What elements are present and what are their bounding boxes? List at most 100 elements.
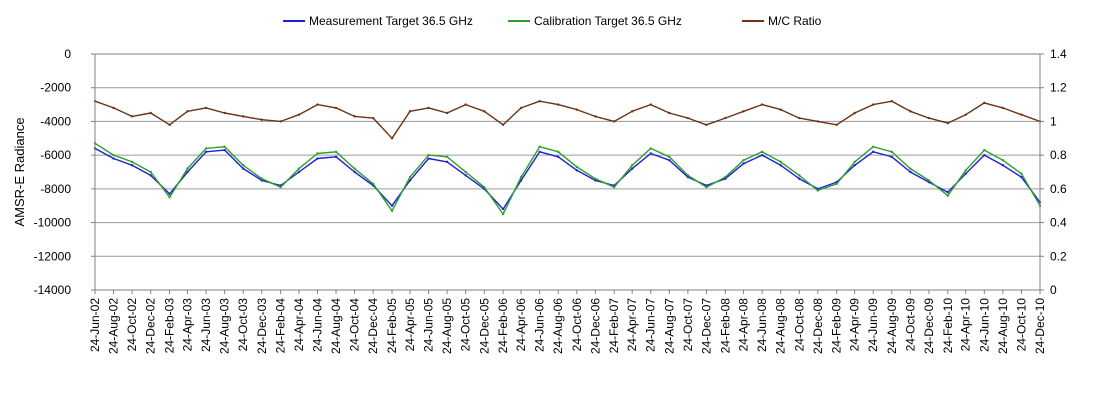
data-point — [445, 155, 449, 159]
x-tick-label: 24-Dec-10 — [1033, 298, 1047, 354]
data-point — [538, 150, 541, 153]
data-point — [260, 118, 263, 121]
data-point — [760, 150, 764, 153]
x-tick-label: 24-Apr-05 — [403, 298, 417, 352]
data-point — [427, 153, 430, 157]
series-line — [94, 100, 1041, 140]
y-tick-label: -4000 — [40, 114, 71, 128]
data-point — [798, 174, 801, 177]
data-point — [316, 157, 319, 160]
data-point — [1001, 164, 1005, 167]
data-point — [668, 155, 671, 159]
data-point — [872, 145, 875, 148]
data-point — [538, 145, 541, 148]
data-point — [408, 179, 412, 182]
data-point — [964, 169, 967, 172]
data-point — [242, 164, 245, 167]
data-point — [835, 182, 838, 185]
data-point — [353, 115, 356, 118]
x-tick-label: 24-Dec-08 — [811, 298, 825, 354]
y-axis-title: AMSR-E Radiance — [12, 117, 27, 226]
x-tick-label: 24-Aug-03 — [218, 298, 232, 354]
data-point — [279, 120, 282, 123]
data-point — [890, 100, 893, 103]
data-point — [334, 106, 338, 110]
data-point — [946, 121, 949, 125]
x-tick-label: 24-Aug-07 — [662, 298, 676, 354]
data-point — [316, 152, 319, 155]
data-point — [168, 196, 171, 199]
data-point — [112, 106, 115, 110]
data-point — [724, 175, 727, 179]
series-layer — [93, 100, 1042, 216]
data-point — [353, 167, 356, 170]
data-point — [890, 150, 893, 153]
data-point — [223, 111, 226, 115]
y-tick-label: -10000 — [34, 216, 72, 230]
data-point — [964, 172, 967, 175]
data-point — [464, 174, 467, 177]
data-point — [223, 148, 226, 152]
data-point — [909, 167, 912, 170]
data-point — [872, 103, 875, 106]
data-point — [890, 155, 893, 159]
x-tick-label: 24-Jun-10 — [977, 298, 991, 352]
data-point — [334, 155, 338, 159]
data-point — [927, 116, 931, 120]
data-point — [649, 147, 652, 150]
series-2 — [93, 100, 1042, 140]
data-point — [1020, 172, 1023, 175]
y2-tick-label: 1.4 — [1050, 47, 1067, 61]
series-line — [94, 142, 1041, 215]
x-axis: 24-Jun-02 24-Aug-02 24-Oct-02 24-Dec-02 24-F… — [88, 290, 1047, 354]
y2-tick-label: 0.2 — [1050, 249, 1067, 263]
data-point — [483, 185, 486, 189]
data-point — [427, 157, 430, 160]
x-tick-label: 24-Jun-07 — [644, 298, 658, 352]
legend-label: M/C Ratio — [768, 14, 822, 28]
data-point — [927, 179, 931, 182]
data-point — [575, 108, 578, 111]
data-point — [130, 164, 134, 167]
data-point — [742, 162, 745, 165]
data-point — [668, 159, 671, 162]
data-point — [742, 110, 745, 113]
x-tick-label: 24-Apr-09 — [848, 298, 862, 352]
y-tick-label: -2000 — [40, 81, 71, 95]
x-tick-label: 24-Jun-04 — [310, 298, 324, 352]
x-tick-label: 24-Oct-05 — [459, 298, 473, 352]
data-point — [613, 185, 616, 189]
x-tick-label: 24-Oct-04 — [348, 298, 362, 352]
x-tick-label: 24-Dec-06 — [588, 298, 602, 354]
series-1 — [93, 142, 1042, 216]
data-point — [501, 212, 505, 216]
legend-item: Calibration Target 36.5 GHz — [508, 14, 682, 28]
data-point — [1001, 106, 1005, 110]
data-point — [186, 170, 189, 174]
data-point — [149, 111, 152, 115]
data-point — [297, 167, 301, 170]
y-axis-left: 0 -2000 -4000 -6000 -8000 -10000 -12000 -14000 — [34, 47, 95, 297]
data-point — [779, 108, 782, 111]
data-point — [705, 123, 708, 127]
x-tick-label: 24-Aug-06 — [551, 298, 565, 354]
series-0 — [93, 147, 1042, 211]
data-point — [427, 106, 430, 110]
legend-label: Measurement Target 36.5 GHz — [309, 14, 473, 28]
legend-item: M/C Ratio — [742, 14, 822, 28]
data-point — [204, 106, 208, 110]
data-point — [538, 100, 541, 103]
data-point — [946, 194, 949, 197]
y-axis-right: 1.4 1.2 1 0.8 0.6 0.4 0.2 0 — [1040, 47, 1067, 297]
x-tick-label: 24-Jun-08 — [755, 298, 769, 352]
data-point — [557, 103, 560, 106]
data-point — [779, 164, 782, 167]
data-point — [630, 167, 634, 170]
data-point — [630, 110, 634, 113]
data-point — [204, 147, 208, 150]
x-tick-label: 24-Feb-05 — [385, 298, 399, 354]
x-tick-label: 24-Dec-05 — [477, 298, 491, 354]
data-point — [501, 207, 505, 211]
x-tick-label: 24-Dec-02 — [144, 298, 158, 354]
data-point — [668, 111, 671, 115]
